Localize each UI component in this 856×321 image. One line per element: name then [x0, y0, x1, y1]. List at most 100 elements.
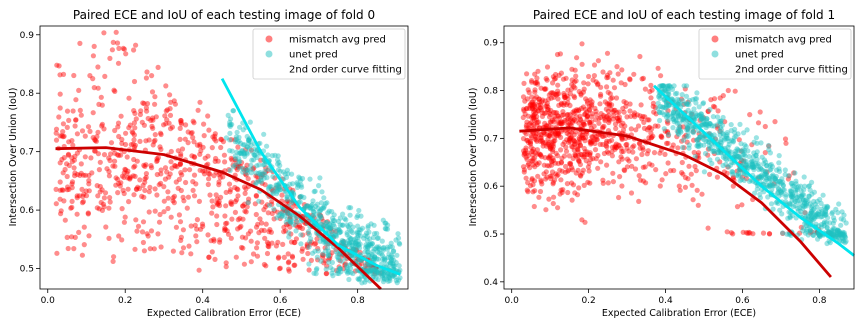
data-point	[165, 205, 171, 212]
data-point	[576, 88, 582, 95]
data-point	[85, 210, 91, 216]
data-point	[206, 176, 212, 182]
data-point	[609, 153, 616, 159]
data-point	[369, 264, 375, 270]
data-point	[619, 156, 625, 162]
data-point	[371, 268, 377, 274]
data-point	[369, 241, 375, 247]
data-point	[240, 203, 246, 209]
data-point	[700, 114, 706, 120]
data-point	[534, 75, 540, 81]
data-point	[559, 119, 565, 125]
data-point	[338, 269, 344, 275]
data-point	[330, 215, 336, 221]
data-point	[320, 251, 326, 257]
data-point	[637, 113, 643, 119]
data-point	[371, 256, 377, 262]
data-point	[309, 202, 315, 208]
data-point	[396, 263, 402, 269]
data-point	[189, 153, 195, 159]
data-point	[274, 191, 280, 197]
data-point	[613, 95, 620, 101]
data-point	[580, 167, 587, 173]
data-point	[771, 181, 777, 187]
data-point	[130, 141, 136, 147]
data-point	[320, 218, 326, 224]
legend-marker	[711, 35, 719, 43]
data-point	[611, 107, 617, 113]
data-point	[729, 169, 735, 175]
data-point	[606, 119, 612, 126]
data-point	[723, 161, 729, 167]
data-point	[287, 218, 293, 225]
data-point	[550, 143, 557, 149]
data-point	[260, 162, 266, 168]
data-point	[560, 76, 567, 82]
data-point	[276, 266, 283, 272]
data-point	[534, 122, 540, 128]
data-point	[99, 102, 105, 108]
data-point	[168, 214, 174, 220]
data-point	[555, 160, 561, 167]
data-point	[576, 120, 582, 126]
data-point	[149, 165, 155, 171]
data-point	[529, 148, 535, 155]
data-point	[168, 126, 174, 132]
data-point	[131, 156, 137, 163]
data-point	[820, 192, 826, 198]
data-point	[310, 213, 316, 219]
data-point	[695, 202, 701, 208]
data-point	[682, 184, 689, 190]
data-point	[591, 62, 598, 68]
data-point	[607, 102, 613, 109]
data-point	[158, 171, 164, 177]
data-point	[568, 135, 574, 141]
data-point	[77, 172, 83, 178]
data-point	[299, 246, 306, 252]
data-point	[242, 208, 248, 214]
data-point	[336, 266, 343, 272]
data-point	[595, 81, 601, 87]
data-point	[216, 172, 222, 178]
data-point	[121, 190, 127, 197]
data-point	[711, 150, 718, 157]
data-point	[528, 119, 534, 126]
data-point	[534, 79, 540, 85]
data-point	[380, 271, 387, 277]
data-point	[530, 162, 536, 168]
data-point	[824, 240, 830, 247]
data-point	[70, 142, 76, 148]
data-point	[223, 221, 229, 227]
data-point	[532, 133, 538, 139]
data-point	[550, 157, 557, 164]
data-point	[538, 105, 544, 111]
data-point	[540, 140, 546, 146]
data-point	[627, 77, 633, 83]
data-point	[701, 169, 708, 175]
data-point	[576, 108, 582, 114]
data-point	[156, 219, 163, 225]
data-point	[561, 100, 567, 106]
data-point	[154, 171, 160, 178]
data-point	[325, 245, 331, 251]
data-point	[782, 136, 789, 142]
data-point	[726, 164, 732, 170]
data-point	[668, 168, 674, 174]
data-point	[685, 99, 691, 105]
data-point	[214, 213, 220, 219]
data-point	[237, 124, 243, 130]
data-point	[317, 213, 323, 219]
legend-marker	[265, 50, 273, 58]
data-point	[293, 236, 299, 242]
data-point	[274, 182, 280, 188]
data-point	[780, 187, 786, 193]
data-point	[274, 189, 280, 195]
data-point	[714, 150, 720, 156]
data-point	[607, 70, 613, 76]
data-point	[285, 210, 291, 216]
data-point	[584, 149, 590, 155]
data-point	[60, 187, 66, 193]
data-point	[388, 252, 394, 258]
data-point	[161, 209, 167, 215]
data-point	[292, 262, 298, 268]
